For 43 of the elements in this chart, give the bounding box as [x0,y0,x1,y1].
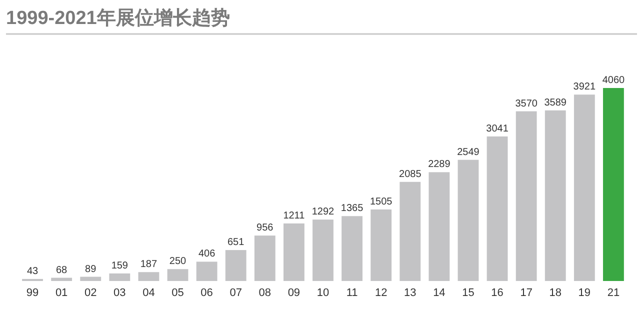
x-tick-label: 10 [316,287,330,299]
x-tick-label: 11 [346,287,358,299]
title: 1999-2021年展位增长趋势 [6,8,230,29]
x-tick-label: 03 [114,287,126,299]
data-label: 1292 [312,206,335,218]
data-label: 2289 [428,159,451,170]
x-tick-label: 99 [26,287,39,299]
x-tick-label: 06 [200,287,213,299]
data-label: 68 [56,264,68,276]
x-tick-label: 04 [142,287,155,299]
data-label: 250 [169,256,187,268]
x-tick-label: 02 [84,287,97,299]
data-label: 1505 [370,196,393,208]
x-tick-label: 14 [433,287,446,299]
data-label: 3041 [486,123,509,134]
data-label: 651 [228,237,245,248]
x-tick-label: 09 [288,287,300,299]
x-tick-label: 08 [258,287,272,299]
data-label: 187 [140,259,158,270]
x-tick-label: 18 [549,287,562,299]
data-label: 956 [256,222,274,234]
data-label: 3921 [573,82,596,93]
x-tick-label: 16 [491,287,504,299]
data-label: 2085 [399,168,422,180]
data-label: 159 [111,260,128,272]
x-tick-label: 19 [578,287,591,299]
data-label: 1211 [283,210,306,222]
x-tick-label: 13 [404,287,416,299]
data-label: 4060 [602,75,626,86]
data-label: 43 [26,266,39,277]
data-label: 3570 [515,98,538,110]
x-tick-label: 17 [520,287,532,299]
x-tick-label: 07 [230,287,242,299]
data-label: 89 [85,264,97,275]
x-tick-label: 15 [462,287,474,299]
data-label: 406 [198,248,216,260]
data-label: 3589 [544,97,567,108]
x-tick-label: 05 [172,287,184,299]
data-label: 2549 [457,146,480,158]
x-tick-label: 01 [55,287,68,299]
data-label: 1365 [340,203,364,214]
x-tick-label: 12 [374,287,388,299]
x-tick-label: 21 [607,287,620,299]
